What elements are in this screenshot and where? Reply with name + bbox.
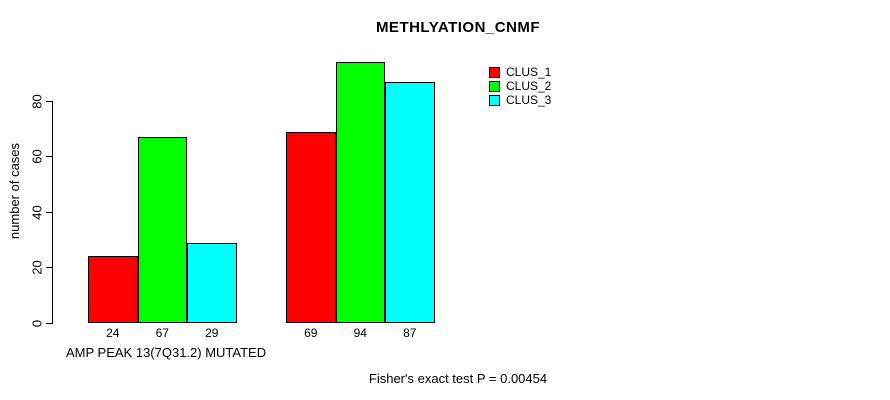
- x-axis-label: AMP PEAK 13(7Q31.2) MUTATED: [66, 345, 267, 360]
- bar-clus_2-group2: [335, 62, 385, 323]
- bar-clus_3-group2: [385, 81, 435, 323]
- bar-value-label: 29: [205, 326, 219, 340]
- bar-clus_2-group1: [137, 137, 187, 323]
- bar-value-label: 69: [304, 326, 318, 340]
- bar-value-label: 87: [403, 326, 417, 340]
- bar-value-label: 94: [353, 326, 367, 340]
- y-axis-label: number of cases: [7, 142, 22, 240]
- bar-value-label: 67: [155, 326, 169, 340]
- legend-color-swatch: [489, 66, 500, 78]
- y-axis-tick: [46, 267, 53, 268]
- y-axis-line: [52, 101, 53, 324]
- bar-clus_1-group1: [88, 256, 138, 323]
- legend-label: CLUS_3: [506, 93, 552, 107]
- legend-label: CLUS_1: [506, 65, 552, 79]
- chart-title: METHLYATION_CNMF: [375, 19, 541, 36]
- legend-color-swatch: [489, 80, 500, 92]
- legend-item-clus_3: CLUS_3: [489, 93, 551, 107]
- y-axis-tick-label: 80: [29, 93, 45, 109]
- y-axis-tick-label: 60: [29, 149, 45, 164]
- y-axis-tick-label: 40: [29, 204, 45, 220]
- y-axis-tick: [46, 211, 53, 213]
- y-axis-tick: [46, 100, 53, 102]
- y-axis-tick: [46, 156, 53, 157]
- bar-clus_1-group2: [286, 131, 336, 323]
- y-axis-tick-label: 0: [29, 319, 45, 327]
- bar-value-label: 24: [106, 326, 120, 340]
- caption: Fisher's exact test P = 0.00454: [368, 371, 548, 386]
- legend-item-clus_1: CLUS_1: [489, 65, 551, 79]
- y-axis-tick: [46, 322, 53, 324]
- legend-label: CLUS_2: [506, 79, 552, 93]
- bar-clus_3-group1: [187, 242, 237, 323]
- legend-color-swatch: [489, 94, 500, 106]
- legend: CLUS_1 CLUS_2 CLUS_3: [489, 65, 551, 107]
- y-axis-tick-label: 20: [29, 260, 45, 275]
- legend-item-clus_2: CLUS_2: [489, 79, 551, 93]
